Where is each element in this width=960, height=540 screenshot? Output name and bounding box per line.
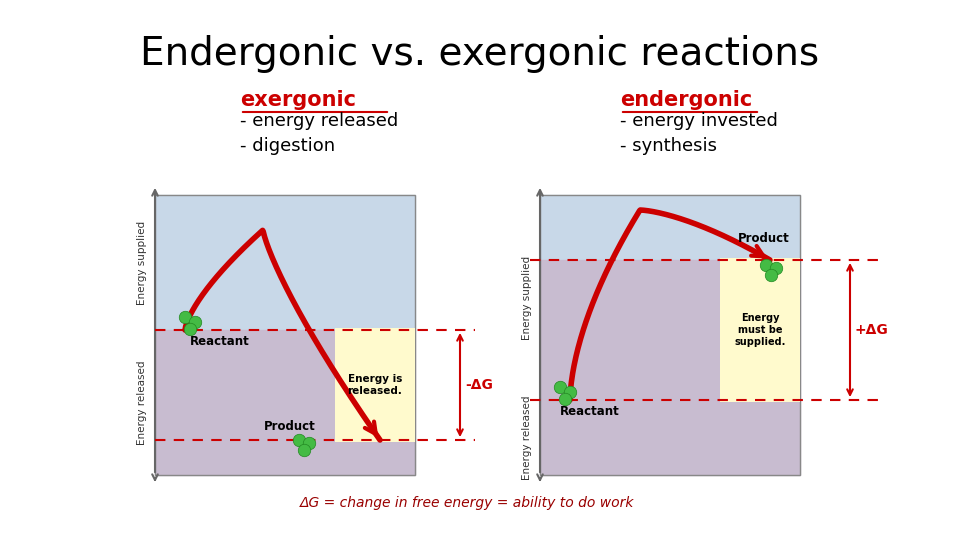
Text: - synthesis: - synthesis bbox=[620, 137, 717, 155]
Text: Product: Product bbox=[264, 420, 316, 433]
Text: - energy invested: - energy invested bbox=[620, 112, 778, 130]
Text: Energy
must be
supplied.: Energy must be supplied. bbox=[734, 313, 785, 347]
Text: Product: Product bbox=[738, 232, 790, 245]
Text: Reactant: Reactant bbox=[560, 405, 620, 418]
Text: endergonic: endergonic bbox=[620, 90, 753, 110]
Text: - digestion: - digestion bbox=[240, 137, 335, 155]
Bar bbox=[155, 195, 415, 475]
Text: Reactant: Reactant bbox=[190, 335, 250, 348]
Text: exergonic: exergonic bbox=[240, 90, 356, 110]
Text: Energy is
released.: Energy is released. bbox=[348, 374, 402, 396]
Bar bbox=[720, 258, 800, 402]
Bar bbox=[540, 195, 800, 475]
Text: +ΔG: +ΔG bbox=[855, 323, 889, 337]
Text: Energy supplied: Energy supplied bbox=[137, 220, 147, 305]
Bar bbox=[335, 328, 415, 442]
Text: Energy released: Energy released bbox=[522, 395, 532, 480]
Text: Energy supplied: Energy supplied bbox=[522, 255, 532, 340]
Text: -ΔG: -ΔG bbox=[465, 378, 492, 392]
Text: ΔG = change in free energy = ability to do work: ΔG = change in free energy = ability to … bbox=[300, 496, 635, 510]
Text: Endergonic vs. exergonic reactions: Endergonic vs. exergonic reactions bbox=[140, 35, 820, 73]
Text: Energy released: Energy released bbox=[137, 360, 147, 445]
Text: - energy released: - energy released bbox=[240, 112, 398, 130]
